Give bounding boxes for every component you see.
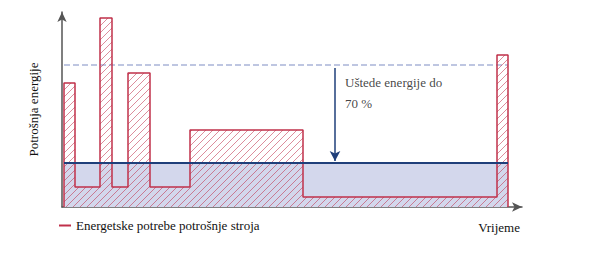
svg-text:Potrošnja energije: Potrošnja energije bbox=[26, 62, 41, 156]
svg-text:Vrijeme: Vrijeme bbox=[478, 220, 520, 235]
svg-text:Energetske potrebe potrošnje s: Energetske potrebe potrošnje stroja bbox=[76, 218, 260, 233]
svg-text:70 %: 70 % bbox=[345, 96, 372, 111]
svg-text:Uštede energije do: Uštede energije do bbox=[345, 75, 442, 90]
